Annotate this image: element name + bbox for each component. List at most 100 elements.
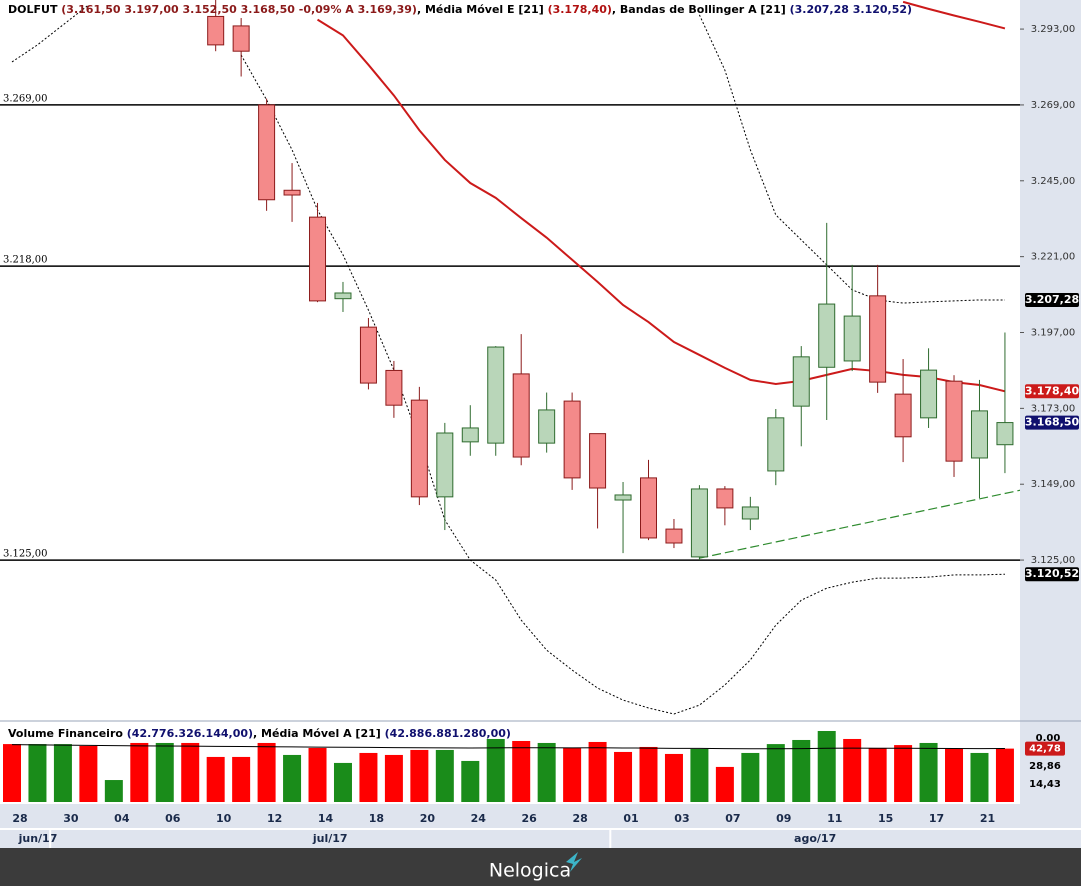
footer-brand: Nelogica: [489, 860, 571, 882]
candle-body: [741, 506, 759, 520]
candle-body: [970, 410, 988, 459]
chart-title: DOLFUT (3.161,50 3.197,00 3.152,50 3.168…: [8, 3, 912, 16]
volume-bar: [104, 780, 123, 802]
volume-bar: [690, 748, 709, 802]
candle-body: [258, 104, 276, 201]
volume-bar: [130, 742, 149, 802]
candle-body: [207, 15, 225, 46]
volume-bar: [970, 752, 989, 802]
price-tag: [1025, 293, 1079, 308]
candle-body: [818, 303, 836, 368]
x-tick-label: 21: [980, 812, 995, 825]
title-part: (42.886.881.280,00): [385, 727, 511, 740]
volume-tick-label: 14,43: [1029, 779, 1061, 790]
volume-bar: [614, 751, 633, 802]
volume-bar: [894, 745, 913, 802]
candle-body: [869, 295, 887, 383]
title-part: , Média Móvel E [21]: [417, 3, 548, 16]
candle-body: [385, 369, 403, 406]
y-tick-label: 3.125,00: [1031, 555, 1076, 566]
title-part: , Média Móvel A [21]: [253, 727, 385, 740]
candle-body: [843, 315, 861, 362]
volume-bar: [588, 741, 607, 802]
axes: 3.293,00 3.269,00 3.245,00 3.221,00 3.197,00…: [12, 24, 1079, 848]
volume-bar: [181, 742, 200, 802]
volume-plot: [3, 730, 1014, 802]
candle-body: [690, 488, 708, 558]
candle-body: [996, 422, 1014, 446]
volume-bar: [257, 742, 276, 802]
volume-bar: [715, 766, 734, 802]
candle-body: [563, 400, 581, 479]
volume-bar: [308, 747, 327, 802]
price-plot: 3.269,00 3.218,00 3.125,00: [0, 0, 1020, 715]
title-part: DOLFUT: [8, 3, 61, 16]
candle-body: [461, 427, 479, 443]
x-tick-label: 12: [267, 812, 282, 825]
volume-bar: [843, 738, 862, 802]
indicator-line: [240, 54, 1005, 715]
candle-body: [410, 399, 428, 498]
candle-body: [359, 326, 377, 384]
x-tick-label: 10: [216, 812, 232, 825]
price-tag-label: 3.168,50: [1025, 416, 1080, 429]
volume-top-label: 0.00: [1036, 733, 1061, 744]
price-tag-label: 3.178,40: [1025, 384, 1080, 397]
volume-bar: [817, 730, 836, 802]
indicator-line: [698, 14, 1005, 304]
volume-bar: [410, 749, 429, 802]
indicator-line: [902, 0, 1006, 30]
price-tag: [1025, 384, 1079, 399]
candle-body: [920, 369, 938, 419]
volume-bar: [639, 746, 658, 802]
y-tick-label: 3.245,00: [1031, 176, 1076, 187]
x-tick-label: 18: [369, 812, 384, 825]
volume-bar: [512, 740, 531, 802]
x-tick-label: 03: [674, 812, 689, 825]
volume-bar: [206, 756, 225, 802]
price-axis-panel: [1020, 0, 1081, 804]
candle-body: [436, 432, 454, 498]
title-part: (3.207,28 3.120,52): [790, 3, 912, 16]
y-tick-label: 3.197,00: [1031, 328, 1076, 339]
volume-bar: [792, 739, 811, 802]
x-tick-label: 17: [929, 812, 944, 825]
volume-bar: [435, 749, 454, 802]
x-tick-label: 15: [878, 812, 893, 825]
title-part: , Bandas de Bollinger A [21]: [612, 3, 790, 16]
volume-bar: [461, 760, 480, 802]
volume-bar: [283, 754, 302, 802]
month-label: jul/17: [312, 832, 348, 845]
x-tick-label: 04: [114, 812, 130, 825]
x-tick-label: 14: [318, 812, 334, 825]
x-tick-label: 30: [63, 812, 79, 825]
level-label: 3.218,00: [3, 255, 48, 266]
volume-bar: [28, 744, 47, 802]
volume-bar: [384, 754, 403, 802]
candle-body: [767, 417, 785, 472]
candle-body: [640, 477, 657, 539]
volume-bar: [333, 762, 352, 802]
logo-icon: [566, 852, 582, 872]
volume-bar: [563, 747, 582, 802]
y-tick-label: 3.293,00: [1031, 24, 1076, 35]
volume-tag: [1025, 741, 1065, 756]
trendline: [699, 489, 1020, 559]
candle-body: [614, 494, 632, 501]
x-tick-label: 26: [522, 812, 538, 825]
volume-tag-label: 42,78: [1029, 744, 1061, 755]
indicator-line: [316, 18, 1006, 393]
volume-bar: [537, 742, 556, 802]
title-part: Volume Financeiro: [8, 727, 127, 740]
y-tick-label: 3.221,00: [1031, 252, 1076, 263]
level-label: 3.269,00: [3, 93, 48, 104]
volume-bar: [919, 742, 938, 802]
candle-body: [792, 356, 810, 407]
volume-bar: [359, 752, 378, 802]
level-label: 3.125,00: [3, 549, 48, 560]
title-part: (42.776.326.144,00): [127, 727, 253, 740]
candle-body: [283, 189, 301, 196]
x-tick-label: 07: [725, 812, 740, 825]
volume-bar: [868, 747, 887, 802]
